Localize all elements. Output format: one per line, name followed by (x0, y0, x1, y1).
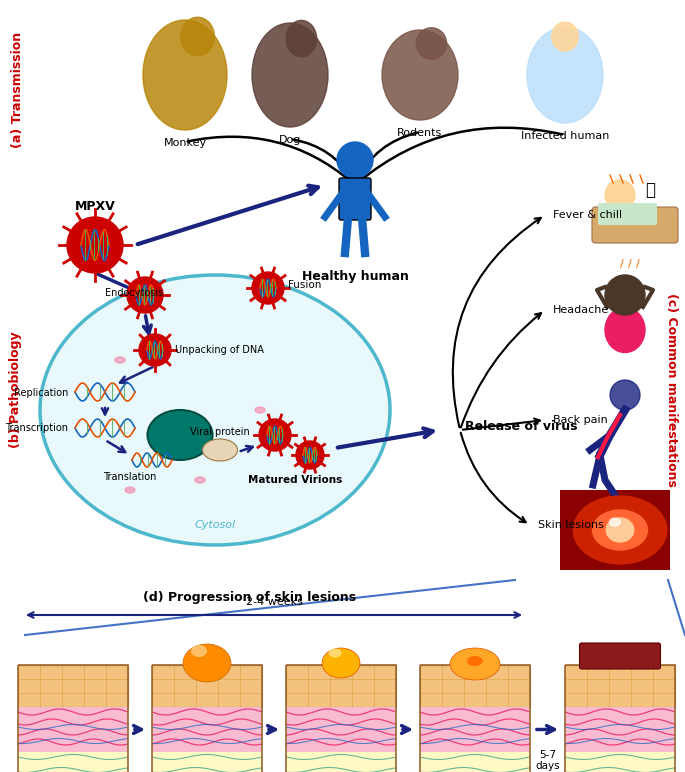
FancyBboxPatch shape (339, 178, 371, 220)
Ellipse shape (467, 656, 483, 666)
FancyBboxPatch shape (420, 665, 530, 707)
FancyBboxPatch shape (18, 665, 128, 707)
Ellipse shape (450, 648, 500, 680)
Text: Viral protein: Viral protein (190, 427, 250, 437)
Text: MPXV: MPXV (75, 200, 115, 213)
Text: Cytosol: Cytosol (195, 520, 236, 530)
FancyBboxPatch shape (152, 707, 262, 752)
Ellipse shape (115, 357, 125, 363)
Ellipse shape (382, 30, 458, 120)
Text: 🌡: 🌡 (645, 181, 655, 199)
Text: Monkey: Monkey (164, 138, 207, 148)
Circle shape (259, 419, 291, 451)
Text: Translation: Translation (103, 472, 157, 482)
Text: /: / (628, 259, 632, 269)
Ellipse shape (183, 644, 231, 682)
Ellipse shape (329, 648, 342, 658)
Circle shape (67, 217, 123, 273)
Text: Replication: Replication (14, 388, 68, 398)
Circle shape (610, 380, 640, 410)
Text: Skin lesions: Skin lesions (538, 520, 604, 530)
Circle shape (605, 180, 635, 210)
FancyBboxPatch shape (152, 665, 262, 707)
Circle shape (139, 334, 171, 366)
Ellipse shape (125, 487, 135, 493)
FancyBboxPatch shape (286, 752, 396, 772)
Ellipse shape (605, 307, 645, 353)
Text: Fever & chill: Fever & chill (553, 210, 622, 220)
FancyBboxPatch shape (565, 707, 675, 752)
FancyBboxPatch shape (420, 707, 530, 752)
FancyBboxPatch shape (420, 752, 530, 772)
Text: (a) Transmission: (a) Transmission (12, 32, 25, 148)
Ellipse shape (255, 407, 265, 413)
Text: /: / (620, 259, 624, 269)
Text: Transcription: Transcription (5, 423, 68, 433)
FancyBboxPatch shape (286, 707, 396, 752)
Text: (d) Progression of skin lesions: (d) Progression of skin lesions (143, 591, 357, 604)
Ellipse shape (147, 410, 212, 460)
Ellipse shape (143, 20, 227, 130)
FancyBboxPatch shape (592, 207, 678, 243)
Text: Healthy human: Healthy human (301, 270, 408, 283)
FancyBboxPatch shape (560, 490, 670, 570)
Text: 2-4 weeks: 2-4 weeks (245, 597, 303, 607)
Ellipse shape (416, 28, 447, 59)
Text: Rodents: Rodents (397, 128, 443, 138)
Ellipse shape (606, 518, 634, 542)
Ellipse shape (40, 275, 390, 545)
Text: Release of virus: Release of virus (465, 419, 577, 432)
Ellipse shape (203, 439, 238, 461)
Text: Headache: Headache (553, 305, 609, 315)
Text: Back pain: Back pain (553, 415, 608, 425)
Ellipse shape (527, 27, 603, 123)
FancyBboxPatch shape (565, 752, 675, 772)
Text: Unpacking of DNA: Unpacking of DNA (175, 345, 264, 355)
Ellipse shape (195, 477, 205, 483)
FancyBboxPatch shape (598, 203, 657, 225)
Ellipse shape (252, 23, 328, 127)
Text: (b) Pathobiology: (b) Pathobiology (10, 332, 23, 449)
Text: /: / (636, 259, 640, 269)
FancyBboxPatch shape (18, 752, 128, 772)
Ellipse shape (286, 20, 316, 57)
FancyBboxPatch shape (152, 752, 262, 772)
Circle shape (296, 441, 324, 469)
Circle shape (337, 142, 373, 178)
Text: Fusion: Fusion (288, 280, 321, 290)
Text: 5-7
days: 5-7 days (535, 750, 560, 771)
Text: Endocytosis: Endocytosis (105, 288, 163, 298)
Text: Matured Virions: Matured Virions (248, 475, 342, 485)
Ellipse shape (573, 496, 667, 564)
FancyBboxPatch shape (565, 665, 675, 707)
FancyBboxPatch shape (18, 707, 128, 752)
FancyBboxPatch shape (286, 665, 396, 707)
Circle shape (127, 277, 163, 313)
Ellipse shape (191, 645, 207, 657)
Ellipse shape (181, 17, 214, 56)
Circle shape (252, 272, 284, 304)
FancyBboxPatch shape (580, 643, 660, 669)
Text: Dog: Dog (279, 135, 301, 145)
Circle shape (605, 275, 645, 315)
Ellipse shape (610, 518, 621, 526)
Ellipse shape (322, 648, 360, 678)
Ellipse shape (593, 510, 647, 550)
Text: Infected human: Infected human (521, 131, 609, 141)
Text: (c) Common manifestations: (c) Common manifestations (666, 293, 679, 487)
Ellipse shape (551, 22, 578, 51)
